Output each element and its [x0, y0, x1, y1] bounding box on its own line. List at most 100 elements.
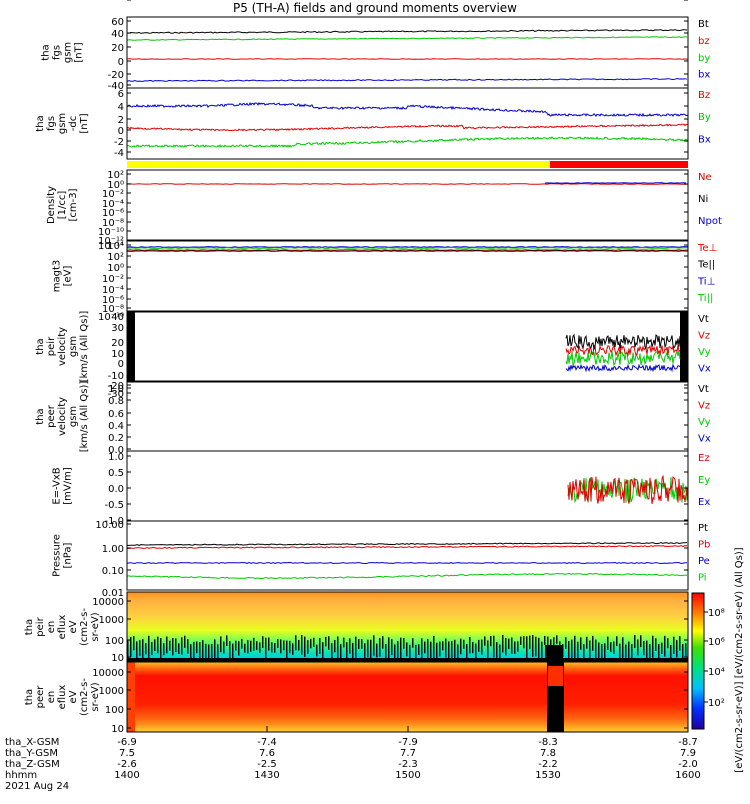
ion-spectrogram-speck [274, 643, 276, 653]
x-axis-value: 7.8 [540, 748, 556, 759]
ion-spectrogram-speck [247, 640, 249, 653]
series-Te-par-line [127, 251, 688, 252]
ion-spectrogram-speck [421, 638, 423, 659]
legend-label: Vy [698, 417, 711, 428]
ion-spectrogram-speck [424, 642, 426, 654]
y-tick-label: 0.2 [108, 433, 124, 444]
ion-spectrogram-speck [256, 641, 258, 650]
y-axis-label: eV [68, 620, 79, 633]
ion-spectrogram-speck [667, 638, 669, 648]
ion-spectrogram-speck [517, 641, 519, 651]
y-axis-label: [1/cc] [57, 191, 68, 220]
x-axis-value: -8.3 [538, 737, 558, 748]
ion-spectrogram-speck [322, 642, 324, 658]
legend-label: Te⊥ [697, 243, 717, 254]
legend-label: bz [698, 36, 710, 47]
ion-spectrogram-speck [412, 638, 414, 647]
ion-spectrogram-speck [643, 641, 645, 655]
ion-spectrogram-speck [616, 636, 618, 646]
y-axis-label: eflux [57, 685, 68, 710]
y-axis-label: [eV] [63, 266, 74, 287]
ion-spectrogram-speck [493, 636, 495, 658]
legend-label: Vx [698, 433, 711, 444]
legend-label: by [698, 53, 710, 64]
ion-spectrogram-speck [418, 644, 420, 655]
ion-spectrogram-speck [505, 638, 507, 655]
x-axis-value: 1500 [395, 770, 420, 781]
y-tick-label: 0.0 [108, 484, 124, 495]
ion-spectrogram-speck [196, 642, 198, 654]
y-tick-label: 40 [111, 29, 124, 40]
y-tick-label: 1000 [99, 686, 124, 697]
y-axis-label: tha [35, 408, 46, 424]
legend-label: bx [698, 70, 710, 81]
y-tick-label: 4 [118, 102, 124, 113]
y-tick-label: 20 [111, 43, 124, 54]
ion-spectrogram-speck [403, 638, 405, 649]
y-axis-label: E=-VxB [52, 467, 63, 504]
series-by-line [127, 59, 688, 60]
ion-spectrogram-speck [526, 636, 528, 658]
ion-spectrogram-speck [184, 636, 186, 648]
y-axis-label: [mV/m] [63, 467, 74, 505]
ion-spectrogram-speck [382, 636, 384, 648]
ion-spectrogram-speck [304, 637, 306, 658]
x-axis-value: 7.7 [400, 748, 416, 759]
ion-spectrogram-speck [244, 644, 246, 653]
ion-spectrogram-speck [685, 643, 687, 658]
y-tick-label: 1.0 [108, 452, 124, 463]
ion-spectrogram-speck [652, 636, 654, 658]
ion-spectrogram-speck [556, 635, 558, 644]
ion-spectrogram-speck [142, 639, 144, 661]
ion-spectrogram-speck [241, 639, 243, 649]
y-axis-label: en [46, 691, 57, 704]
ion-spectrogram-speck [568, 641, 570, 660]
ion-spectrogram-speck [415, 645, 417, 660]
y-axis-label: [km/s (All Qs)] [79, 311, 90, 383]
ion-spectrogram-speck [541, 642, 543, 658]
y-axis-label: [cm-3] [68, 188, 79, 221]
y-tick-label: -2 [114, 137, 124, 148]
ion-spectrogram-speck [472, 642, 474, 653]
y-tick-label: 1000 [99, 615, 124, 626]
ion-spectrogram-speck [337, 636, 339, 659]
ion-spectrogram-speck [628, 642, 630, 659]
colorbar-tick-label: 10⁸ [708, 608, 725, 619]
legend-label: Ni [698, 194, 708, 205]
ion-spectrogram-speck [481, 640, 483, 655]
ion-spectrogram-speck [289, 641, 291, 653]
series-Te-perp-line [127, 250, 688, 251]
ion-spectrogram-speck [145, 643, 147, 654]
ion-spectrogram-speck [598, 643, 600, 661]
x-axis-value: 7.5 [119, 748, 135, 759]
ion-spectrogram-speck [613, 641, 615, 653]
ion-spectrogram-speck [439, 642, 441, 657]
ion-spectrogram-speck [283, 640, 285, 650]
ion-spectrogram-speck [646, 641, 648, 659]
y-tick-label: 10.00 [95, 520, 124, 531]
y-axis-label: sr-eV) [90, 682, 101, 711]
ion-spectrogram-speck [664, 636, 666, 657]
x-axis-value: -7.9 [398, 737, 418, 748]
ion-spectrogram-speck [172, 638, 174, 655]
ion-spectrogram-speck [316, 645, 318, 657]
y-axis-label: peer [35, 685, 46, 709]
ion-spectrogram-speck [547, 637, 549, 646]
ion-spectrogram-speck [343, 638, 345, 648]
x-axis-value: -8.7 [678, 737, 698, 748]
x-axis-value: -2.0 [678, 759, 698, 770]
ion-spectrogram-speck [535, 637, 537, 657]
ion-spectrogram-speck [220, 636, 222, 652]
ion-spectrogram-speck [325, 637, 327, 647]
ion-spectrogram-speck [661, 643, 663, 654]
ion-spectrogram-speck [340, 644, 342, 658]
y-tick-label: 0.6 [108, 409, 124, 420]
ion-spectrogram-speck [406, 642, 408, 656]
y-tick-label: 10⁴ [107, 241, 124, 252]
series-Ti-par-line [127, 248, 688, 249]
colorbar-label: [eV/(cm2-s-sr-eV)] [eV/(cm2-s-sr-eV) (Al… [734, 547, 745, 772]
x-axis-row-label: tha_X-GSM [5, 737, 59, 748]
y-axis-label: peer [46, 404, 57, 428]
panel-frame-peer_vel [127, 382, 688, 451]
